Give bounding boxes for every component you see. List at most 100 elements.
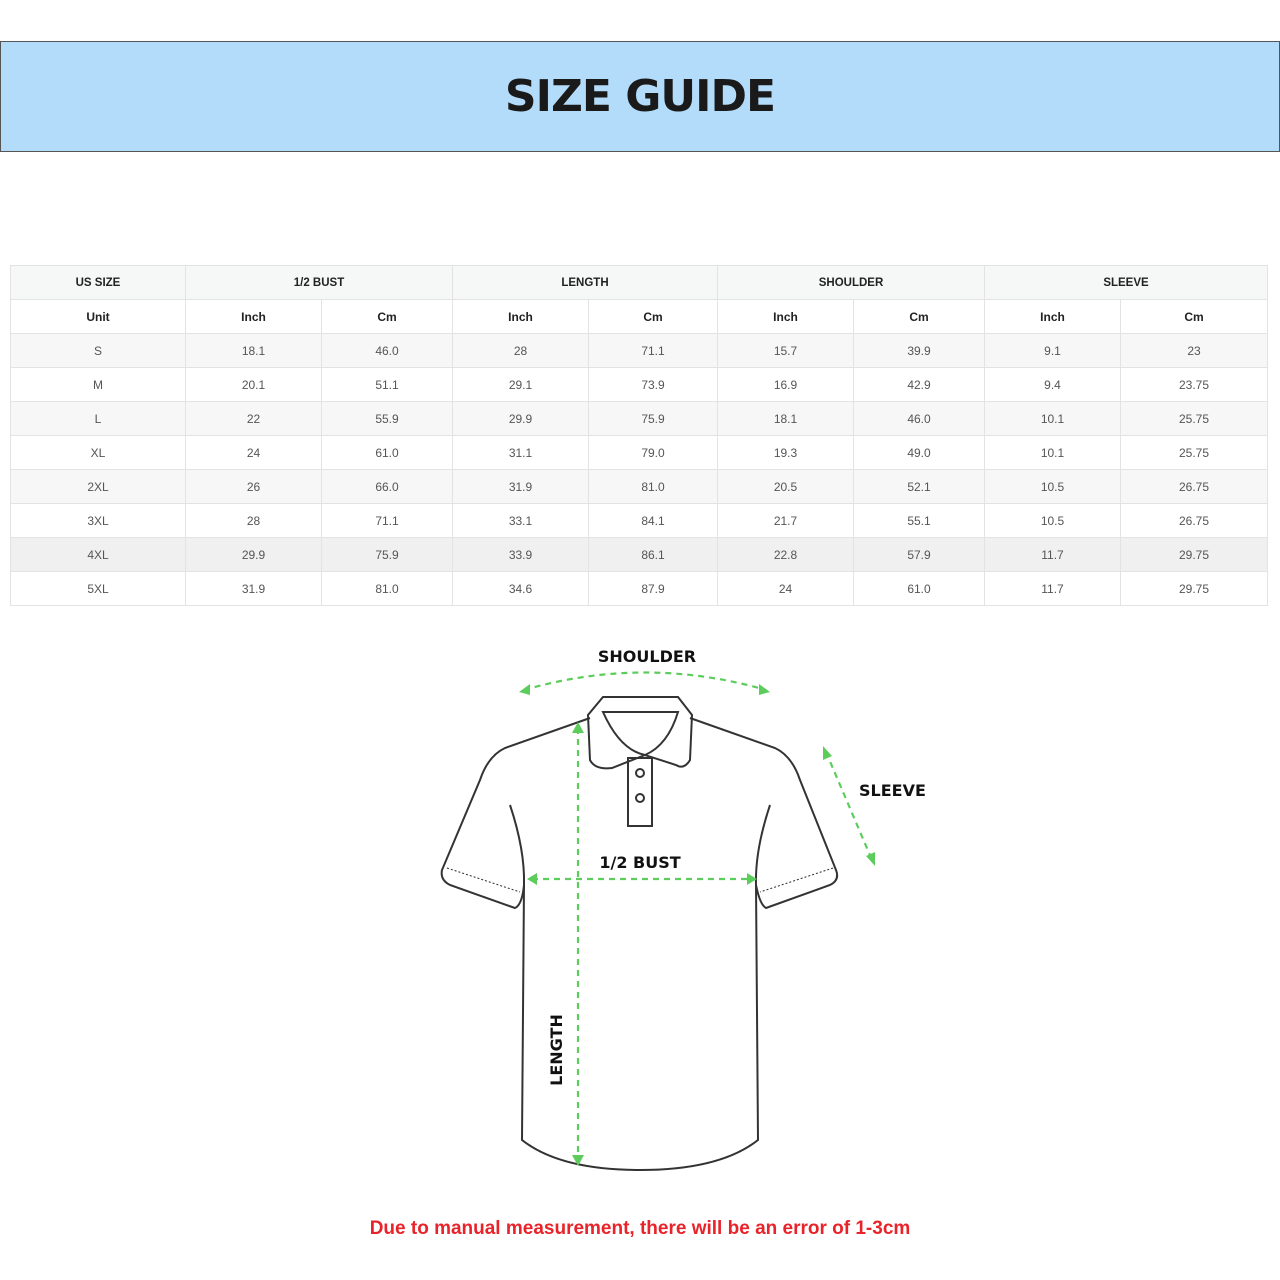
shoulder-label: SHOULDER bbox=[598, 647, 696, 666]
value-cell: 22 bbox=[185, 401, 322, 436]
page-title: SIZE GUIDE bbox=[504, 71, 776, 122]
value-cell: 57.9 bbox=[853, 537, 985, 572]
value-cell: 61.0 bbox=[321, 435, 453, 470]
value-cell: 46.0 bbox=[321, 333, 453, 368]
value-cell: 39.9 bbox=[853, 333, 985, 368]
value-cell: 25.75 bbox=[1119, 401, 1269, 436]
value-cell: 29.1 bbox=[452, 367, 589, 402]
table-row: 4XL 29.9 75.9 33.9 86.1 22.8 57.9 11.7 29.75 bbox=[10, 537, 1269, 572]
value-cell: 71.1 bbox=[588, 333, 718, 368]
value-cell: 42.9 bbox=[853, 367, 985, 402]
header-sleeve: SLEEVE bbox=[983, 265, 1269, 300]
value-cell: 86.1 bbox=[588, 537, 718, 572]
title-banner: SIZE GUIDE bbox=[0, 41, 1280, 152]
size-cell: 5XL bbox=[10, 571, 186, 606]
value-cell: 20.5 bbox=[717, 469, 854, 504]
value-cell: 26.75 bbox=[1119, 469, 1269, 504]
value-cell: 46.0 bbox=[853, 401, 985, 436]
table-row: 3XL 28 71.1 33.1 84.1 21.7 55.1 10.5 26.75 bbox=[10, 503, 1269, 538]
value-cell: 9.1 bbox=[984, 333, 1121, 368]
value-cell: 10.1 bbox=[984, 435, 1121, 470]
size-cell: 3XL bbox=[10, 503, 186, 538]
value-cell: 23.75 bbox=[1119, 367, 1269, 402]
value-cell: 15.7 bbox=[717, 333, 854, 368]
unit-header: Inch bbox=[984, 299, 1121, 334]
value-cell: 81.0 bbox=[321, 571, 453, 606]
value-cell: 28 bbox=[452, 333, 589, 368]
value-cell: 24 bbox=[717, 571, 854, 606]
value-cell: 29.9 bbox=[452, 401, 589, 436]
value-cell: 31.9 bbox=[185, 571, 322, 606]
value-cell: 11.7 bbox=[984, 537, 1121, 572]
size-cell: 2XL bbox=[10, 469, 186, 504]
unit-header: Unit bbox=[10, 299, 186, 334]
header-us-size: US SIZE bbox=[10, 265, 186, 300]
table-row: 2XL 26 66.0 31.9 81.0 20.5 52.1 10.5 26.75 bbox=[10, 469, 1269, 504]
unit-header-row: Unit Inch Cm Inch Cm Inch Cm Inch Cm bbox=[10, 299, 1269, 334]
size-cell: 4XL bbox=[10, 537, 186, 572]
table-row: S 18.1 46.0 28 71.1 15.7 39.9 9.1 23 bbox=[10, 333, 1269, 368]
value-cell: 51.1 bbox=[321, 367, 453, 402]
shoulder-arrow bbox=[523, 671, 767, 692]
value-cell: 75.9 bbox=[321, 537, 453, 572]
unit-header: Cm bbox=[321, 299, 453, 334]
value-cell: 28 bbox=[185, 503, 322, 538]
header-bust: 1/2 BUST bbox=[185, 265, 453, 300]
value-cell: 34.6 bbox=[452, 571, 589, 606]
value-cell: 16.9 bbox=[717, 367, 854, 402]
value-cell: 55.1 bbox=[853, 503, 985, 538]
value-cell: 10.5 bbox=[984, 503, 1121, 538]
value-cell: 25.75 bbox=[1119, 435, 1269, 470]
measure-arrows bbox=[523, 671, 874, 1160]
unit-header: Cm bbox=[853, 299, 985, 334]
value-cell: 81.0 bbox=[588, 469, 718, 504]
table-row: 5XL 31.9 81.0 34.6 87.9 24 61.0 11.7 29.75 bbox=[10, 571, 1269, 606]
value-cell: 52.1 bbox=[853, 469, 985, 504]
value-cell: 87.9 bbox=[588, 571, 718, 606]
value-cell: 9.4 bbox=[984, 367, 1121, 402]
value-cell: 10.1 bbox=[984, 401, 1121, 436]
value-cell: 31.1 bbox=[452, 435, 589, 470]
value-cell: 29.75 bbox=[1119, 537, 1269, 572]
value-cell: 66.0 bbox=[321, 469, 453, 504]
header-length: LENGTH bbox=[452, 265, 718, 300]
value-cell: 24 bbox=[185, 435, 322, 470]
value-cell: 33.9 bbox=[452, 537, 589, 572]
table-row: XL 24 61.0 31.1 79.0 19.3 49.0 10.1 25.75 bbox=[10, 435, 1269, 470]
value-cell: 26 bbox=[185, 469, 322, 504]
value-cell: 61.0 bbox=[853, 571, 985, 606]
value-cell: 18.1 bbox=[185, 333, 322, 368]
value-cell: 31.9 bbox=[452, 469, 589, 504]
unit-header: Cm bbox=[588, 299, 718, 334]
unit-header: Inch bbox=[185, 299, 322, 334]
table-row: M 20.1 51.1 29.1 73.9 16.9 42.9 9.4 23.75 bbox=[10, 367, 1269, 402]
header-shoulder: SHOULDER bbox=[717, 265, 985, 300]
bust-label: 1/2 BUST bbox=[599, 853, 680, 872]
arrow-heads bbox=[519, 684, 875, 1166]
value-cell: 20.1 bbox=[185, 367, 322, 402]
length-label: LENGTH bbox=[547, 1014, 566, 1086]
value-cell: 26.75 bbox=[1119, 503, 1269, 538]
table-row: L 22 55.9 29.9 75.9 18.1 46.0 10.1 25.75 bbox=[10, 401, 1269, 436]
group-header-row: US SIZE 1/2 BUST LENGTH SHOULDER SLEEVE bbox=[10, 265, 1269, 300]
size-cell: S bbox=[10, 333, 186, 368]
value-cell: 11.7 bbox=[984, 571, 1121, 606]
unit-header: Inch bbox=[717, 299, 854, 334]
value-cell: 21.7 bbox=[717, 503, 854, 538]
sleeve-label: SLEEVE bbox=[859, 781, 926, 800]
size-cell: L bbox=[10, 401, 186, 436]
unit-header: Inch bbox=[452, 299, 589, 334]
value-cell: 10.5 bbox=[984, 469, 1121, 504]
measurement-note: Due to manual measurement, there will be… bbox=[369, 1218, 911, 1239]
value-cell: 55.9 bbox=[321, 401, 453, 436]
unit-header: Cm bbox=[1119, 299, 1269, 334]
size-cell: XL bbox=[10, 435, 186, 470]
value-cell: 29.75 bbox=[1119, 571, 1269, 606]
shirt-outline bbox=[440, 696, 839, 1172]
value-cell: 19.3 bbox=[717, 435, 854, 470]
shirt-diagram: SHOULDER SLEEVE 1/2 BUST LENGTH bbox=[440, 647, 926, 1172]
value-cell: 29.9 bbox=[185, 537, 322, 572]
value-cell: 49.0 bbox=[853, 435, 985, 470]
value-cell: 71.1 bbox=[321, 503, 453, 538]
value-cell: 73.9 bbox=[588, 367, 718, 402]
